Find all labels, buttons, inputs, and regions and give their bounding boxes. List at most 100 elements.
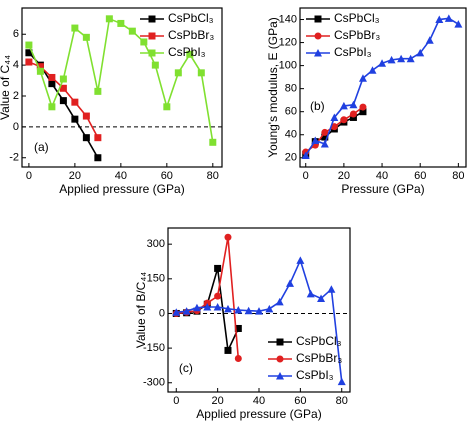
x-tick-label: 80 xyxy=(207,170,219,182)
data-point xyxy=(25,49,33,57)
data-point xyxy=(36,67,44,75)
x-tick-label: 60 xyxy=(294,395,306,407)
legend-label: CsPbI₃ xyxy=(168,45,206,59)
y-tick-label: -300 xyxy=(143,377,165,389)
data-point xyxy=(311,136,320,144)
y-tick-label: 20 xyxy=(285,152,297,164)
data-point xyxy=(82,112,90,120)
y-tick-label: 60 xyxy=(285,106,297,118)
data-point xyxy=(296,256,305,264)
data-point xyxy=(172,308,181,316)
data-point xyxy=(182,307,191,315)
x-tick-label: 80 xyxy=(336,395,348,407)
data-point xyxy=(163,103,171,111)
x-tick-label: 60 xyxy=(414,170,426,182)
y-tick-label: 100 xyxy=(279,60,297,72)
data-point xyxy=(214,264,222,272)
data-point xyxy=(378,59,387,67)
y-tick-label: 0 xyxy=(13,121,19,133)
data-point xyxy=(140,38,148,46)
y-axis-title: Value of B/C₄₄ xyxy=(134,272,148,348)
legend-label: CsPbCl₃ xyxy=(296,334,342,348)
data-point xyxy=(59,75,67,83)
x-tick-label: 0 xyxy=(303,170,309,182)
legend-label: CsPbCl₃ xyxy=(334,11,380,25)
data-point xyxy=(71,24,79,32)
legend-marker xyxy=(314,15,322,23)
data-point xyxy=(349,110,357,118)
y-tick-label: -150 xyxy=(143,342,165,354)
data-point xyxy=(36,63,44,71)
legend-marker xyxy=(314,49,322,57)
data-point xyxy=(255,307,263,315)
legend-label: CsPbCl₃ xyxy=(168,11,214,25)
y-tick-label: 150 xyxy=(147,273,165,285)
series-line xyxy=(305,17,459,156)
x-tick-label: 40 xyxy=(115,170,127,182)
panel-label: (b) xyxy=(310,99,325,113)
data-point xyxy=(397,54,406,63)
data-point xyxy=(234,306,243,314)
data-point xyxy=(330,123,338,131)
legend-label: CsPbBr₃ xyxy=(168,28,214,42)
data-point xyxy=(359,103,367,111)
data-point xyxy=(340,116,348,124)
data-point xyxy=(192,303,201,312)
plot-frame xyxy=(21,7,223,168)
data-point xyxy=(234,324,242,332)
data-point xyxy=(224,346,232,354)
y-tick-label: 4 xyxy=(13,59,19,71)
x-tick-label: 20 xyxy=(69,170,81,182)
data-point xyxy=(105,15,113,23)
y-tick-label: 40 xyxy=(285,129,297,141)
data-point xyxy=(82,134,90,142)
data-point xyxy=(234,355,242,363)
data-point xyxy=(330,113,339,121)
data-point xyxy=(387,55,396,64)
y-tick-label: 120 xyxy=(279,36,297,48)
legend-marker xyxy=(276,338,284,346)
data-point xyxy=(321,128,329,136)
y-axis-title: Value of C₄₄ xyxy=(0,55,12,120)
data-point xyxy=(327,285,336,293)
data-point xyxy=(337,377,346,386)
panel-label: (c) xyxy=(179,361,193,375)
legend-marker xyxy=(276,355,284,363)
data-point xyxy=(358,74,367,82)
legend-label: CsPbBr₃ xyxy=(296,351,342,365)
legend-label: CsPbBr₃ xyxy=(334,28,380,42)
data-point xyxy=(435,15,444,24)
legend-marker xyxy=(148,32,156,40)
data-point xyxy=(320,139,329,148)
x-tick-label: 20 xyxy=(212,395,224,407)
y-tick-label: 6 xyxy=(13,28,19,40)
legend-marker xyxy=(148,49,156,57)
data-point xyxy=(59,97,67,105)
panel-label: (a) xyxy=(34,140,49,154)
y-tick-label: 300 xyxy=(147,238,165,250)
x-axis-title: Pressure (GPa) xyxy=(341,182,424,196)
x-axis-title: Applied pressure (GPa) xyxy=(59,182,184,196)
x-tick-label: 0 xyxy=(173,395,179,407)
data-point xyxy=(174,69,182,77)
data-point xyxy=(454,20,463,28)
data-point xyxy=(203,302,212,311)
data-point xyxy=(286,279,295,287)
data-point xyxy=(82,33,90,41)
data-point xyxy=(197,69,205,77)
x-tick-label: 40 xyxy=(253,395,265,407)
data-point xyxy=(25,58,33,66)
x-tick-label: 80 xyxy=(452,170,464,182)
data-point xyxy=(224,233,232,241)
data-point xyxy=(416,48,425,57)
data-point xyxy=(349,100,358,109)
legend-label: CsPbI₃ xyxy=(334,45,372,59)
data-point xyxy=(128,27,136,35)
data-point xyxy=(213,302,222,311)
y-tick-label: -2 xyxy=(9,152,19,164)
x-tick-label: 40 xyxy=(376,170,388,182)
y-tick-label: 2 xyxy=(13,90,19,102)
data-point xyxy=(301,151,310,159)
data-point xyxy=(275,297,284,306)
